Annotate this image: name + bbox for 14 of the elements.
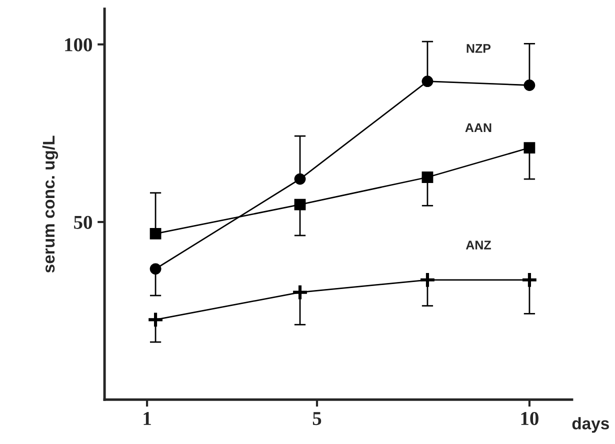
point bbox=[520, 271, 538, 288]
point bbox=[419, 271, 436, 288]
x-axis-title: days bbox=[572, 417, 609, 433]
x-tick-label: 1 bbox=[144, 412, 151, 425]
y-axis-title: serum conc. ug/L bbox=[42, 136, 58, 273]
x-tick-label: 5 bbox=[312, 412, 322, 426]
y-tick-label: 50 bbox=[74, 216, 92, 229]
y-tick-label: 100 bbox=[65, 38, 92, 52]
point bbox=[147, 311, 164, 328]
text: NZP bbox=[466, 44, 491, 53]
point bbox=[292, 284, 308, 301]
text: ANZ bbox=[466, 240, 491, 250]
x-tick-label: 10 bbox=[521, 412, 538, 426]
text: AAN bbox=[465, 123, 492, 132]
